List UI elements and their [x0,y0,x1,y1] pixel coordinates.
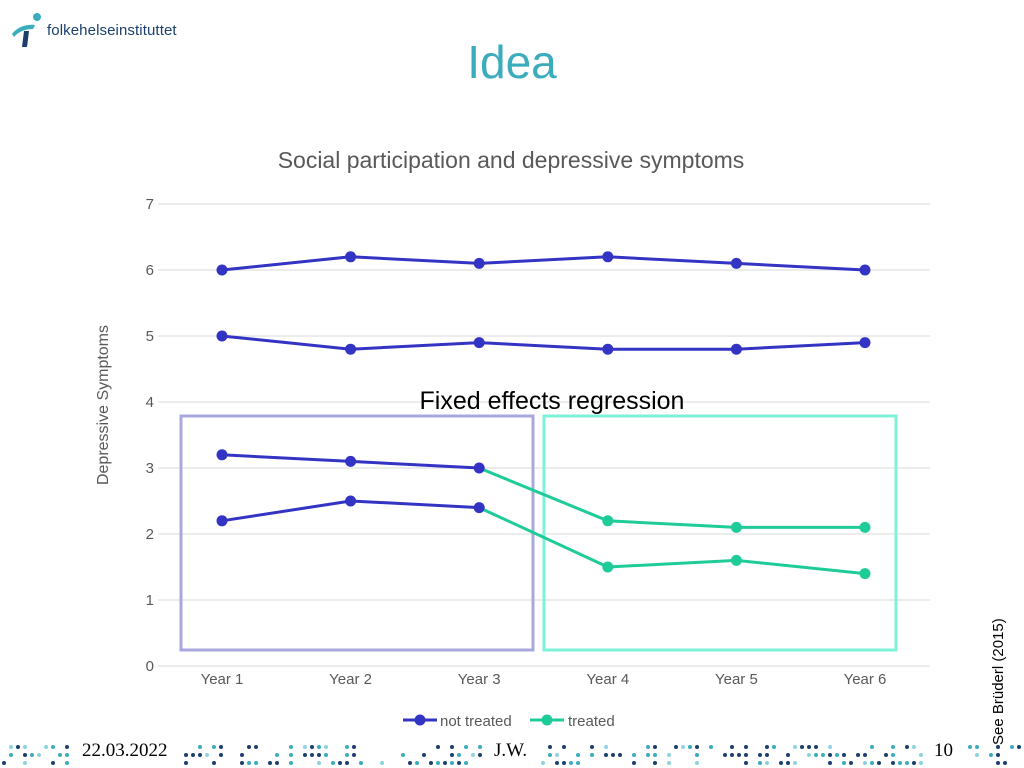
side-reference: See Brüderl (2015) [990,618,1007,745]
series [216,251,871,580]
post-treatment-box [542,414,898,652]
data-point [730,554,742,566]
legend-marker [414,714,426,726]
y-tick-label: 6 [146,262,154,279]
series-line-segment [477,466,610,523]
y-tick-labels: 0 1 2 3 4 5 6 7 [146,196,154,675]
fhi-logo-icon [12,13,41,47]
y-tick-label: 1 [146,592,154,609]
legend: not treated treated [403,713,615,730]
data-point [859,521,871,533]
data-point [859,568,871,580]
series-line-segment [606,519,738,529]
x-tick-label: Year 3 [458,671,501,688]
y-tick-label: 7 [146,196,154,213]
data-point [602,515,614,527]
series-line-segment [734,261,867,272]
footer-date: 22.03.2022 [82,740,168,761]
x-tick-label: Year 5 [715,671,758,688]
x-tick-label: Year 6 [844,671,887,688]
data-point [602,561,614,573]
y-tick-label: 0 [146,658,154,675]
logo-text: folkehelseinstituttet [47,21,177,39]
data-point [473,257,485,269]
data-point [345,455,357,467]
data-point [730,521,742,533]
footer-page-number: 10 [934,740,953,761]
fixed-effects-annotation: Fixed effects regression [420,387,685,415]
data-point [216,515,228,527]
footer-author: J.W. [494,740,528,761]
series-line-segment [477,255,610,265]
legend-marker [541,714,553,726]
data-point [345,343,357,355]
series-line-segment [606,255,738,265]
logo: folkehelseinstituttet [8,12,177,48]
series-line-segment [734,341,867,351]
data-point [730,257,742,269]
series-line-segment [349,459,481,470]
legend-label: not treated [440,713,512,730]
data-point [216,449,228,461]
legend-label: treated [568,713,615,730]
data-point [473,337,485,349]
footer-dot-pattern [2,745,1021,765]
series-line-segment [477,506,610,569]
data-point [602,251,614,263]
series-line-segment [220,453,353,463]
data-point [345,495,357,507]
x-tick-label: Year 4 [586,671,629,688]
series-line-segment [220,499,353,523]
data-point [859,264,871,276]
series-line-segment [349,499,481,510]
data-point [345,251,357,263]
data-point [216,264,228,276]
slide-title: Idea [467,36,557,88]
series-line-segment [220,255,353,272]
series-line-segment [349,255,481,265]
data-point [473,462,485,474]
y-tick-label: 5 [146,328,154,345]
y-tick-label: 4 [146,394,154,411]
series-line-segment [606,558,738,569]
pre-treatment-box [179,414,535,652]
data-point [859,337,871,349]
data-point [473,502,485,514]
series-line-segment [734,558,867,576]
series-line-segment [477,341,610,351]
x-tick-label: Year 1 [201,671,244,688]
series-line-segment [220,334,353,351]
data-point [602,343,614,355]
y-axis-label: Depressive Symptoms [95,325,112,485]
y-tick-label: 2 [146,526,154,543]
chart-title: Social participation and depressive symp… [278,147,745,173]
y-tick-label: 3 [146,460,154,477]
data-point [216,330,228,342]
x-tick-label: Year 2 [329,671,372,688]
x-tick-labels: Year 1 Year 2 Year 3 Year 4 Year 5 Year 6 [201,671,887,688]
series-line-segment [349,341,481,351]
data-point [730,343,742,355]
